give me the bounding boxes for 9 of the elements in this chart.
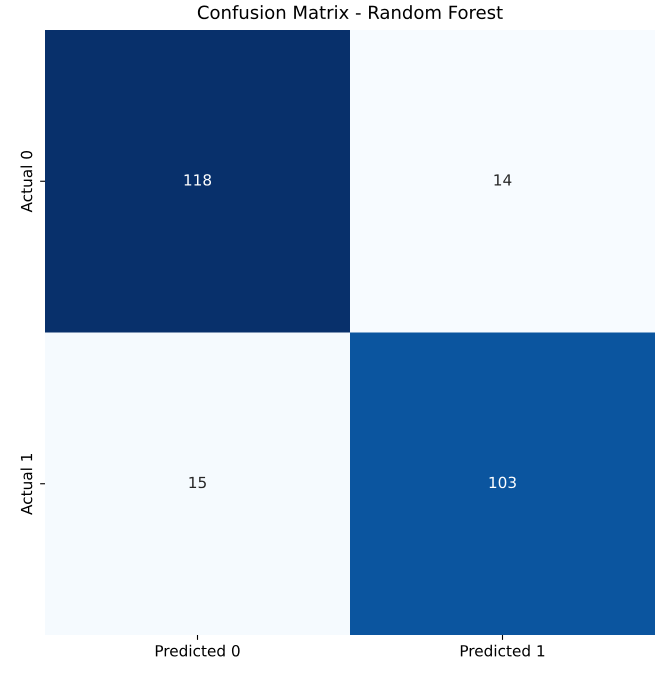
- y-tick-label: Actual 1: [20, 454, 32, 515]
- x-tick-label: Predicted 0: [156, 644, 240, 657]
- data-label: 14: [494, 174, 512, 186]
- y-tick-label: Actual 0: [20, 151, 32, 212]
- data-label: 118: [184, 174, 212, 186]
- x-tick-label: Predicted 1: [460, 644, 544, 657]
- data-label: 103: [490, 476, 516, 488]
- chart-title: Confusion Matrix - Random Forest: [198, 5, 503, 20]
- data-label: 15: [189, 476, 206, 488]
